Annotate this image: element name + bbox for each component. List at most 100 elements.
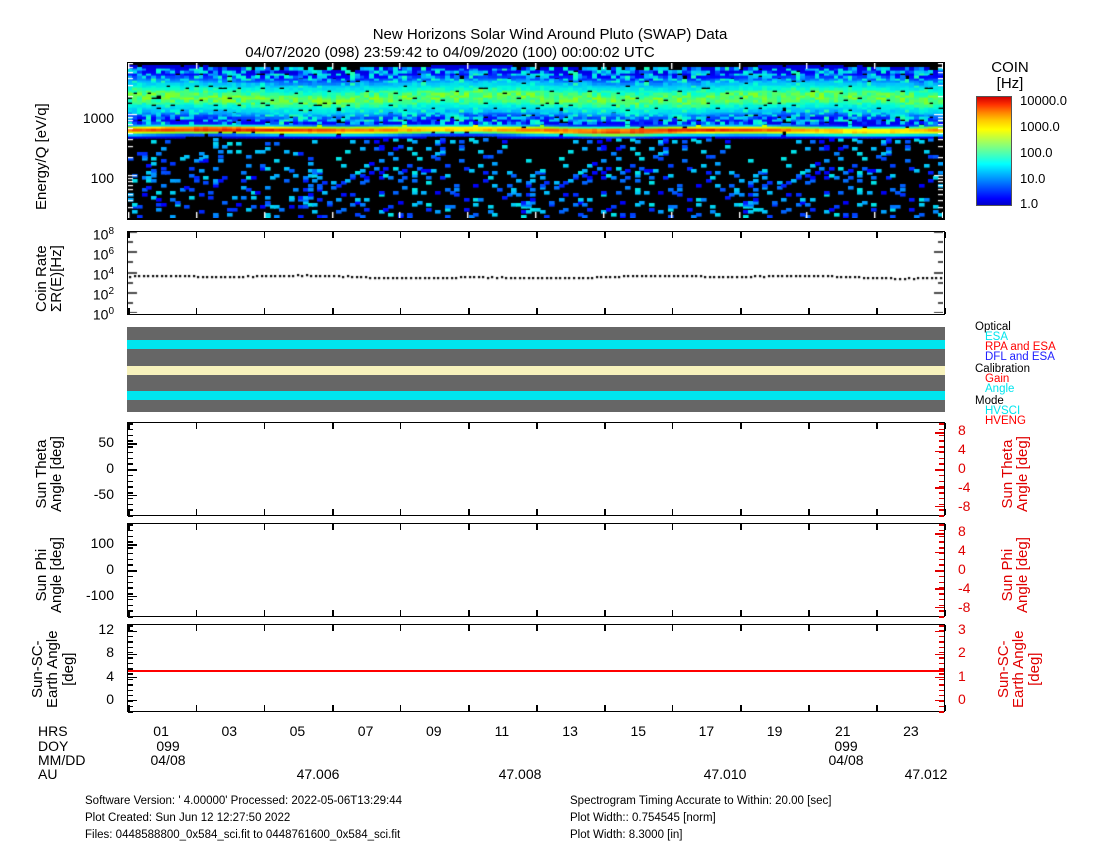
sun-theta-ytick-right-minor bbox=[939, 515, 944, 517]
x-tick-top bbox=[944, 423, 946, 429]
sun-theta-ytick-right-minor bbox=[939, 428, 944, 431]
x-tick-bottom bbox=[740, 610, 742, 616]
coin-rate-ytick-exponent: 8 bbox=[108, 226, 114, 237]
time-axis-hour-15: 15 bbox=[630, 723, 647, 739]
sun-theta-ytick-minor bbox=[128, 463, 133, 465]
x-tick-top bbox=[671, 232, 674, 238]
time-axis-hour-05: 05 bbox=[289, 723, 306, 739]
sun-theta-ytick-right-major bbox=[935, 505, 944, 508]
sun-sc-earth-ytick-right-minor bbox=[939, 684, 944, 686]
coin-rate-ytick-mantissa: 10 bbox=[92, 246, 109, 263]
sun-phi-panel bbox=[127, 523, 946, 618]
time-axis-mmdd-1: 04/08 bbox=[150, 752, 186, 768]
x-tick-top bbox=[740, 423, 742, 429]
sun-theta-ytick-right-minor bbox=[939, 480, 944, 482]
x-tick-top bbox=[876, 524, 878, 530]
x-tick-bottom bbox=[263, 308, 266, 314]
sun-phi-ytick-right-minor bbox=[939, 581, 944, 583]
x-tick-bottom bbox=[536, 705, 538, 711]
coin-rate-ytick-mantissa: 10 bbox=[92, 306, 109, 323]
time-axis-au-1: 47.006 bbox=[296, 766, 340, 782]
sun-theta-ytick-major bbox=[128, 443, 137, 445]
x-tick-top bbox=[332, 423, 334, 429]
sun-phi-ytick-right-major bbox=[935, 606, 944, 609]
sun-sc-earth-ytick-right-major bbox=[935, 653, 944, 656]
x-tick-bottom bbox=[128, 705, 130, 711]
x-tick-top bbox=[263, 625, 266, 631]
sun-phi-ylabel-right--4: -4 bbox=[958, 579, 971, 596]
sun-phi-ytick-right-minor bbox=[939, 593, 944, 595]
x-tick-bottom bbox=[536, 308, 538, 314]
x-tick-top bbox=[876, 423, 878, 429]
legend-item-hvsci: HVSCI bbox=[985, 405, 1021, 417]
x-tick-top bbox=[808, 625, 810, 631]
sun-phi-ytick-right-minor bbox=[939, 541, 944, 543]
time-axis-au-4: 47.012 bbox=[904, 766, 948, 782]
sun-sc-earth-panel bbox=[127, 624, 946, 713]
sun-theta-ylabel-right-0: 0 bbox=[958, 460, 966, 476]
coin-rate-ytick-6: 106 bbox=[58, 246, 114, 263]
legend-item-rpa-and-esa: RPA and ESA bbox=[985, 341, 1056, 353]
sun-theta-ytick-right-major bbox=[935, 469, 944, 471]
x-tick-top bbox=[604, 625, 606, 631]
sun-phi-ytick-right-minor bbox=[939, 616, 944, 618]
sun-sc-earth-ylabel-0: 0 bbox=[106, 691, 114, 708]
sun-phi-ytick-right-minor bbox=[939, 587, 944, 589]
x-tick-bottom bbox=[876, 308, 878, 314]
colorbar-label-1: 1.0 bbox=[1020, 196, 1039, 211]
x-tick-top bbox=[468, 625, 470, 631]
sun-sc-earth-ytick-minor bbox=[128, 651, 133, 654]
spectrogram-ytick-1000: 1000 bbox=[82, 110, 114, 126]
x-tick-bottom bbox=[671, 308, 674, 314]
sun-sc-earth-ytick-right-major bbox=[935, 676, 944, 679]
sun-theta-ytick-right-minor bbox=[939, 463, 944, 465]
sun-theta-ytick-right-minor bbox=[939, 457, 944, 459]
x-tick-top bbox=[399, 423, 402, 429]
sun-sc-earth-ytick-minor bbox=[128, 705, 133, 708]
status-stripe-calibration bbox=[127, 366, 945, 375]
coin-rate-ytick-exponent: 4 bbox=[108, 266, 114, 277]
footer-right-line3: Plot Width: 8.3000 [in] bbox=[570, 829, 683, 841]
time-axis-hour-17: 17 bbox=[698, 723, 715, 739]
x-tick-bottom bbox=[604, 509, 606, 515]
sun-theta-panel bbox=[127, 422, 946, 517]
sun-phi-ylabel-right-8: 8 bbox=[958, 523, 966, 540]
time-axis-hour-03: 03 bbox=[221, 723, 238, 739]
sun-theta-ytick-major bbox=[128, 469, 137, 471]
spectrogram-ytick-100: 100 bbox=[90, 170, 114, 186]
legend-item-angle: Angle bbox=[985, 383, 1015, 395]
time-axis-au-3: 47.010 bbox=[703, 766, 747, 782]
sun-theta-ytick-right-minor bbox=[939, 497, 944, 500]
sun-theta-ylabel-50: 50 bbox=[98, 433, 114, 450]
time-axis-hour-11: 11 bbox=[494, 723, 510, 739]
x-tick-bottom bbox=[808, 705, 810, 711]
x-tick-top bbox=[876, 625, 878, 631]
sun-sc-earth-ytick-minor bbox=[128, 684, 133, 686]
sun-theta-ytick-minor bbox=[128, 474, 133, 477]
x-tick-top bbox=[536, 423, 538, 429]
x-tick-bottom bbox=[263, 509, 266, 515]
sun-sc-earth-ytick-minor bbox=[128, 625, 133, 627]
x-tick-bottom bbox=[195, 610, 198, 616]
sun-phi-ytick-right-minor bbox=[939, 524, 944, 526]
sun-sc-earth-ytick-minor bbox=[128, 673, 133, 675]
sun-theta-ytick-right-minor bbox=[939, 492, 944, 494]
time-axis-hour-23: 23 bbox=[903, 723, 919, 739]
x-tick-bottom bbox=[876, 705, 878, 711]
footer-left-line2: Plot Created: Sun Jun 12 12:27:50 2022 bbox=[85, 812, 291, 824]
sun-phi-ylabel-right: Sun Phi Angle [deg] bbox=[999, 537, 1031, 613]
x-tick-top bbox=[671, 625, 674, 631]
x-tick-bottom bbox=[332, 308, 334, 314]
x-tick-bottom bbox=[944, 705, 946, 711]
sun-phi-ytick-right-minor bbox=[939, 529, 944, 532]
sun-sc-earth-ylabel-right-1: 1 bbox=[958, 667, 966, 684]
time-axis-hour-07: 07 bbox=[357, 723, 374, 739]
x-tick-top bbox=[740, 232, 742, 238]
sun-theta-ylabel--50: -50 bbox=[93, 486, 114, 503]
sun-phi-ytick-right-minor bbox=[939, 575, 944, 578]
x-tick-top bbox=[671, 524, 674, 530]
sun-theta-ytick-minor bbox=[128, 509, 133, 511]
x-tick-bottom bbox=[195, 705, 198, 711]
sun-theta-ytick-major bbox=[128, 494, 137, 497]
x-tick-bottom bbox=[536, 610, 538, 616]
